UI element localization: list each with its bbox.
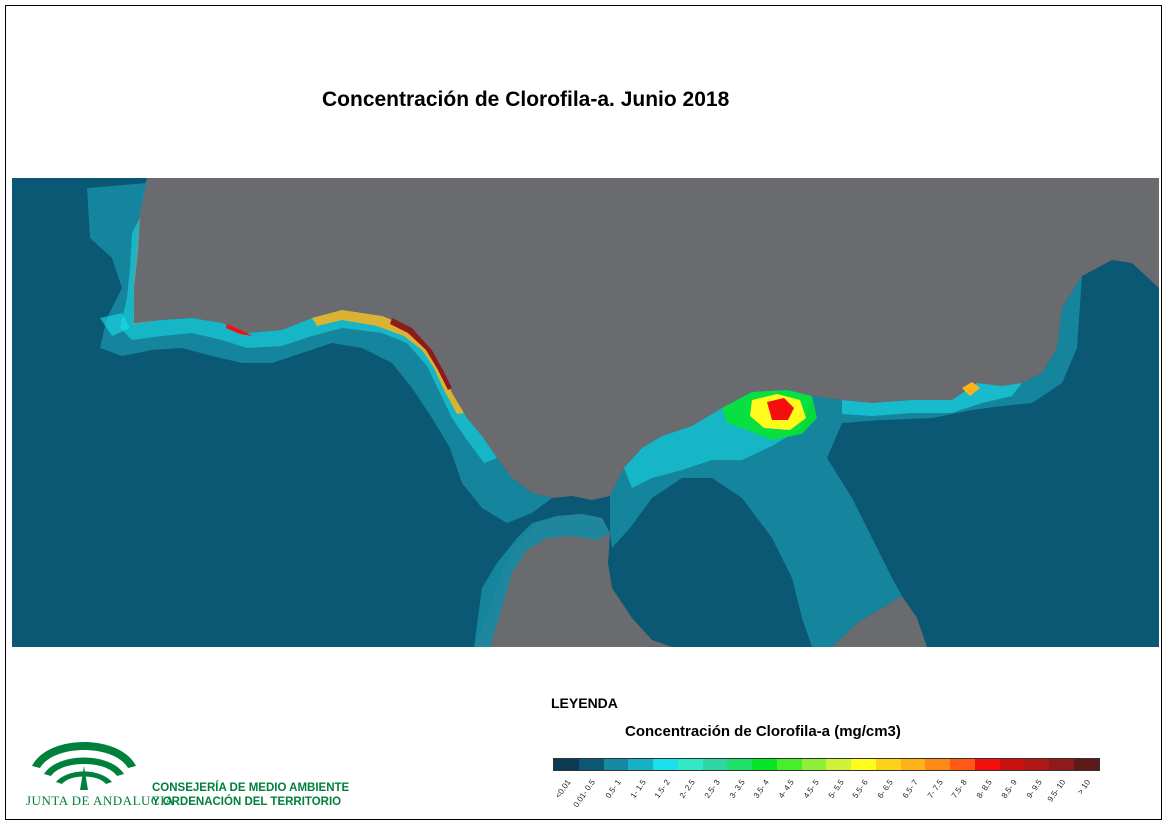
- legend-tick-label: 8- 8.5: [974, 778, 994, 800]
- logo-department-line-1: CONSEJERÍA DE MEDIO AMBIENTE: [152, 782, 350, 794]
- legend-swatch: [578, 759, 604, 770]
- legend-tick-label: 6.5- 7: [900, 778, 920, 800]
- legend-swatch: [1024, 759, 1049, 770]
- atlantic-peak-band: [390, 318, 452, 390]
- legend-tick-label: 1.5- 2: [653, 778, 673, 800]
- legend-swatch: [900, 759, 926, 770]
- land-iberia: [132, 178, 1159, 500]
- logo-org-name: JUNTA DE ANDALUCIA: [26, 793, 175, 808]
- legend-subtitle: Concentración de Clorofila-a (mg/cm3): [625, 723, 901, 740]
- legend-tick-label: <0.01: [554, 778, 573, 800]
- strait-band: [474, 514, 610, 647]
- legend-tick-label: 4- 4.5: [776, 778, 796, 800]
- west-coast-patch: [100, 313, 130, 336]
- logo-department-line-2: Y ORDENACIÓN DEL TERRITORIO: [152, 796, 342, 808]
- legend-swatch: [999, 759, 1025, 770]
- land-africa-east: [832, 596, 927, 647]
- legend-tick-label: 4.5- 5: [801, 778, 821, 800]
- chlorophyll-map: [12, 178, 1159, 647]
- legend-swatch: [1073, 759, 1099, 770]
- map-title: Concentración de Clorofila-a. Junio 2018: [322, 88, 730, 111]
- legend-swatch: [702, 759, 728, 770]
- legend-tick-label: 9- 9.5: [1024, 778, 1044, 800]
- legend-swatch: [851, 759, 876, 770]
- legend-swatch: [801, 759, 827, 770]
- legend-tick-label: 2- 2.5: [677, 778, 697, 800]
- legend-color-scale: [553, 758, 1100, 771]
- legend-tick-label: 7.5- 8: [950, 778, 970, 800]
- legend-swatch: [628, 759, 653, 770]
- legend-swatch: [974, 759, 1000, 770]
- legend-swatch: [776, 759, 802, 770]
- legend-swatch: [653, 759, 678, 770]
- legend-swatch: [1049, 759, 1074, 770]
- legend-tick-label: 3.5- 4: [752, 778, 772, 800]
- legend-tick-label: 5.5- 6: [851, 778, 871, 800]
- legend-swatch: [826, 759, 851, 770]
- alboran-red-patch: [767, 398, 794, 420]
- atlantic-shelf: [87, 183, 552, 523]
- east-coastal-band: [842, 383, 1022, 416]
- legend-swatch: [950, 759, 975, 770]
- legend-swatch: [727, 759, 752, 770]
- legend-swatch: [554, 759, 579, 770]
- legend-tick-label: 0.5- 1: [603, 778, 623, 800]
- legend-swatch: [677, 759, 703, 770]
- legend-swatch: [752, 759, 777, 770]
- legend-tick-label: 3- 3.5: [727, 778, 747, 800]
- legend-tick-label: 1- 1.5: [628, 778, 648, 800]
- legend-tick-label: 8.5- 9: [999, 778, 1019, 800]
- legend-tick-labels: <0.01 0.01- 0.5 0.5- 1 1- 1.5 1.5- 2 2- 2.5 2.…: [553, 774, 1098, 814]
- legend-tick-label: 6- 6.5: [875, 778, 895, 800]
- atlantic-red-band: [226, 324, 252, 336]
- legend-heading: LEYENDA: [551, 695, 618, 711]
- legend-tick-label: > 10: [1075, 778, 1093, 797]
- legend-swatch: [925, 759, 950, 770]
- legend-tick-label: 0.01- 0.5: [571, 778, 598, 810]
- legend-swatch: [603, 759, 629, 770]
- legend-tick-label: 7- 7.5: [925, 778, 945, 800]
- junta-andalucia-logo-icon: [32, 742, 136, 790]
- legend-tick-label: 5- 5.5: [826, 778, 846, 800]
- legend-tick-label: 9.5- 10: [1045, 778, 1068, 804]
- legend-swatch: [875, 759, 901, 770]
- legend-tick-label: 2.5- 3: [702, 778, 722, 800]
- east-high-patch: [962, 382, 980, 396]
